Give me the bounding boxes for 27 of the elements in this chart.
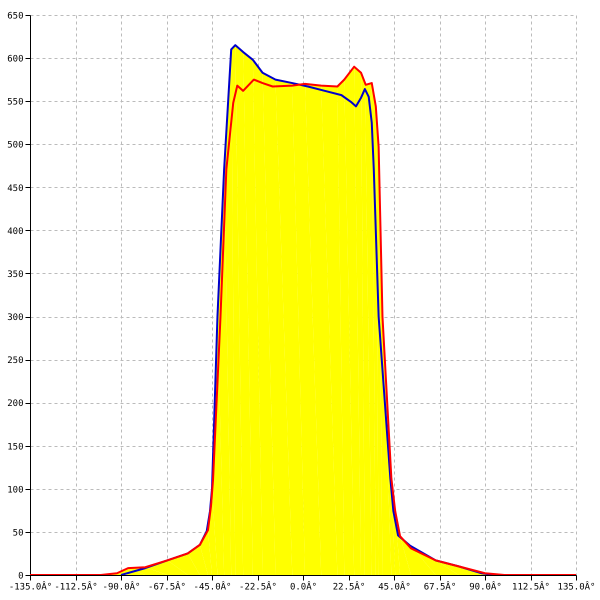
x-tick-label: -22.5Â° xyxy=(239,580,277,592)
y-tick-label: 400 xyxy=(7,226,24,237)
x-tick-label: -135.0Â° xyxy=(8,580,52,592)
x-tick-label: -45.0Â° xyxy=(194,580,232,592)
x-tick-label: 0.0Â° xyxy=(290,580,318,592)
y-tick-label: 150 xyxy=(7,442,24,452)
x-tick-label: -90.0Â° xyxy=(102,580,140,592)
x-tick-label: 22.5Â° xyxy=(332,580,366,592)
y-tick-label: 350 xyxy=(7,270,24,280)
y-tick-label: 250 xyxy=(7,356,24,366)
x-tick-label: 90.0Â° xyxy=(469,580,502,592)
y-tick-label: 100 xyxy=(7,485,24,496)
y-tick-label: 450 xyxy=(7,184,24,194)
y-tick-label: 50 xyxy=(12,528,24,538)
x-tick-label: 112.5Â° xyxy=(512,580,550,592)
y-tick-label: 600 xyxy=(7,54,24,65)
x-tick-label: 135.0Â° xyxy=(558,580,596,592)
y-tick-label: 0 xyxy=(18,572,24,582)
x-tick-label: 45.0Â° xyxy=(378,580,411,592)
x-tick-label: -112.5Â° xyxy=(54,580,98,592)
y-tick-label: 200 xyxy=(7,399,24,410)
x-tick-label: 67.5Â° xyxy=(424,580,456,592)
x-tick-label: -67.5Â° xyxy=(148,580,186,592)
y-tick-label: 300 xyxy=(7,313,24,324)
y-tick-label: 550 xyxy=(7,98,24,108)
y-tick-label: 650 xyxy=(7,12,24,22)
y-tick-label: 500 xyxy=(7,140,24,151)
